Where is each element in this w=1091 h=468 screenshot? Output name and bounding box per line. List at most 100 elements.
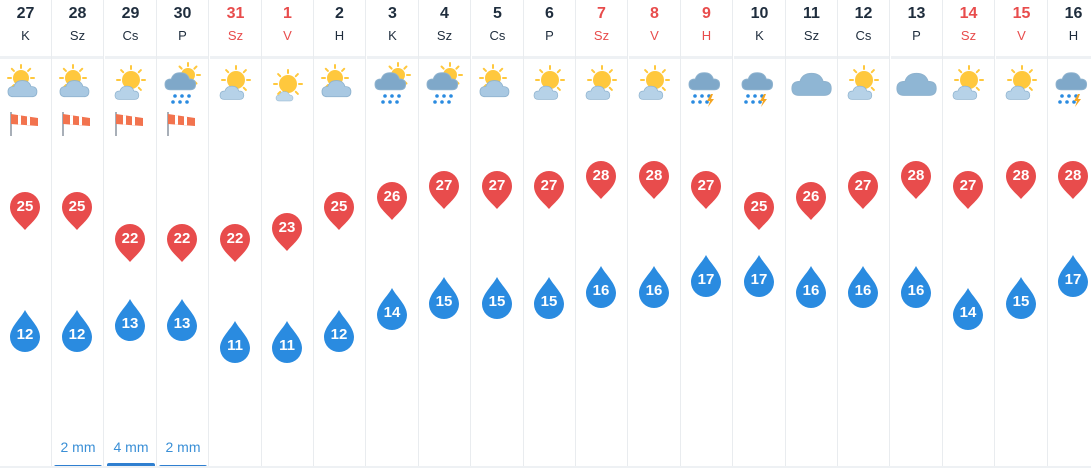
day-column[interactable]: 9 H 27 17: [681, 0, 733, 468]
max-temp-value: 26: [802, 188, 820, 205]
day-column[interactable]: 12 Cs 27 16: [838, 0, 890, 468]
min-temp-drop: 16: [846, 266, 880, 308]
max-temp-pin: 22: [113, 222, 147, 262]
day-column[interactable]: 2 H 25 12: [314, 0, 366, 468]
drop-marker-icon: [482, 277, 512, 319]
partly-cloudy-sun-icon: [321, 64, 352, 98]
day-name: K: [755, 28, 764, 43]
day-column[interactable]: 14 Sz 27 14: [943, 0, 995, 468]
day-name: Sz: [960, 28, 977, 43]
min-temp-value: 15: [488, 293, 506, 310]
min-temp-value: 15: [1012, 293, 1030, 310]
drop-marker-icon: [115, 299, 145, 341]
day-column[interactable]: 3 K 26 14: [367, 0, 419, 468]
day-header: 13 P: [891, 0, 942, 59]
thunderstorm-icon: [741, 72, 774, 107]
pin-marker-icon: [1006, 161, 1036, 199]
min-temp-drop: 14: [951, 288, 985, 330]
sun-cloud-icon: [952, 65, 984, 100]
day-header: 12 Cs: [838, 0, 889, 59]
pin-marker-icon: [377, 182, 407, 220]
min-temp-drop: 16: [637, 266, 671, 308]
pin-marker-icon: [272, 213, 302, 251]
day-column[interactable]: 10 K 25 17: [734, 0, 786, 468]
drop-marker-icon: [167, 299, 197, 341]
day-number: 16: [1064, 5, 1083, 22]
min-temp-drop: 15: [1004, 277, 1038, 319]
max-temp-pin: 26: [375, 180, 409, 220]
min-temp-value: 14: [383, 304, 401, 321]
rain-cloud-sun-icon: [426, 62, 463, 104]
day-header: 31 Sz: [210, 0, 261, 59]
max-temp-value: 27: [435, 177, 453, 194]
max-temp-value: 27: [959, 177, 977, 194]
min-temp-value: 17: [697, 271, 715, 288]
partly-cloudy-sun-icon: [479, 64, 510, 98]
max-temp-pin: 26: [794, 180, 828, 220]
day-header: 15 V: [996, 0, 1047, 59]
max-temp-pin: 22: [218, 222, 252, 262]
day-column[interactable]: 29 Cs 22 13 4 mm: [105, 0, 157, 468]
min-temp-drop: 17: [1056, 255, 1090, 297]
day-column[interactable]: 16 H 28 17: [1048, 0, 1091, 468]
pin-marker-icon: [482, 171, 512, 209]
day-header: 28 Sz: [52, 0, 103, 59]
day-number: 29: [121, 5, 140, 22]
day-column[interactable]: 30 P 22 13 2 mm: [157, 0, 209, 468]
max-temp-pin: 28: [1056, 159, 1090, 199]
day-column[interactable]: 1 V 23 11: [262, 0, 314, 468]
thunderstorm-icon: [688, 72, 721, 107]
sun-icon: [273, 69, 303, 102]
day-column[interactable]: 6 P 27 15: [524, 0, 576, 468]
min-temp-value: 16: [854, 282, 872, 299]
drop-marker-icon: [953, 288, 983, 330]
day-name: P: [178, 28, 187, 43]
min-temp-value: 16: [907, 282, 925, 299]
day-name: H: [1068, 28, 1079, 43]
day-number: 10: [750, 5, 769, 22]
pin-marker-icon: [953, 171, 983, 209]
day-column[interactable]: 13 P 28 16: [891, 0, 943, 468]
pin-marker-icon: [220, 224, 250, 262]
min-temp-drop: 12: [8, 310, 42, 352]
day-name: Sz: [593, 28, 610, 43]
day-column[interactable]: 8 V 28 16: [629, 0, 681, 468]
day-number: 27: [16, 5, 35, 22]
partly-cloudy-sun-icon: [59, 64, 90, 98]
drop-marker-icon: [10, 310, 40, 352]
min-temp-drop: 13: [113, 299, 147, 341]
min-temp-drop: 15: [532, 277, 566, 319]
min-temp-value: 17: [1064, 271, 1082, 288]
day-column[interactable]: 11 Sz 26 16: [786, 0, 838, 468]
day-column[interactable]: 4 Sz 27 15: [419, 0, 471, 468]
day-name: Cs: [122, 28, 139, 43]
max-temp-pin: 27: [532, 169, 566, 209]
min-temp-value: 14: [959, 304, 977, 321]
day-name: Sz: [803, 28, 820, 43]
max-temp-value: 25: [750, 198, 768, 215]
max-temp-value: 26: [383, 188, 401, 205]
day-column[interactable]: 7 Sz 28 16: [576, 0, 628, 468]
day-column[interactable]: 15 V 28 15: [996, 0, 1048, 468]
max-temp-value: 22: [121, 230, 139, 247]
min-temp-drop: 16: [794, 266, 828, 308]
min-temp-value: 11: [279, 337, 295, 354]
min-temp-value: 12: [68, 326, 86, 343]
day-column[interactable]: 27 K 25 12: [0, 0, 52, 468]
max-temp-value: 28: [907, 167, 925, 184]
pin-marker-icon: [586, 161, 616, 199]
max-temp-value: 28: [1012, 167, 1030, 184]
day-column[interactable]: 31 Sz 22 11: [210, 0, 262, 468]
pin-marker-icon: [796, 182, 826, 220]
day-column[interactable]: 28 Sz 25 12 2 mm: [52, 0, 104, 468]
min-temp-value: 15: [435, 293, 453, 310]
min-temp-drop: 17: [742, 255, 776, 297]
day-number: 28: [68, 5, 87, 22]
drop-marker-icon: [272, 321, 302, 363]
drop-marker-icon: [796, 266, 826, 308]
partly-cloudy-sun-icon: [7, 64, 38, 98]
windsock-icon: [62, 112, 90, 136]
day-column[interactable]: 5 Cs 27 15: [472, 0, 524, 468]
day-name: Cs: [489, 28, 506, 43]
